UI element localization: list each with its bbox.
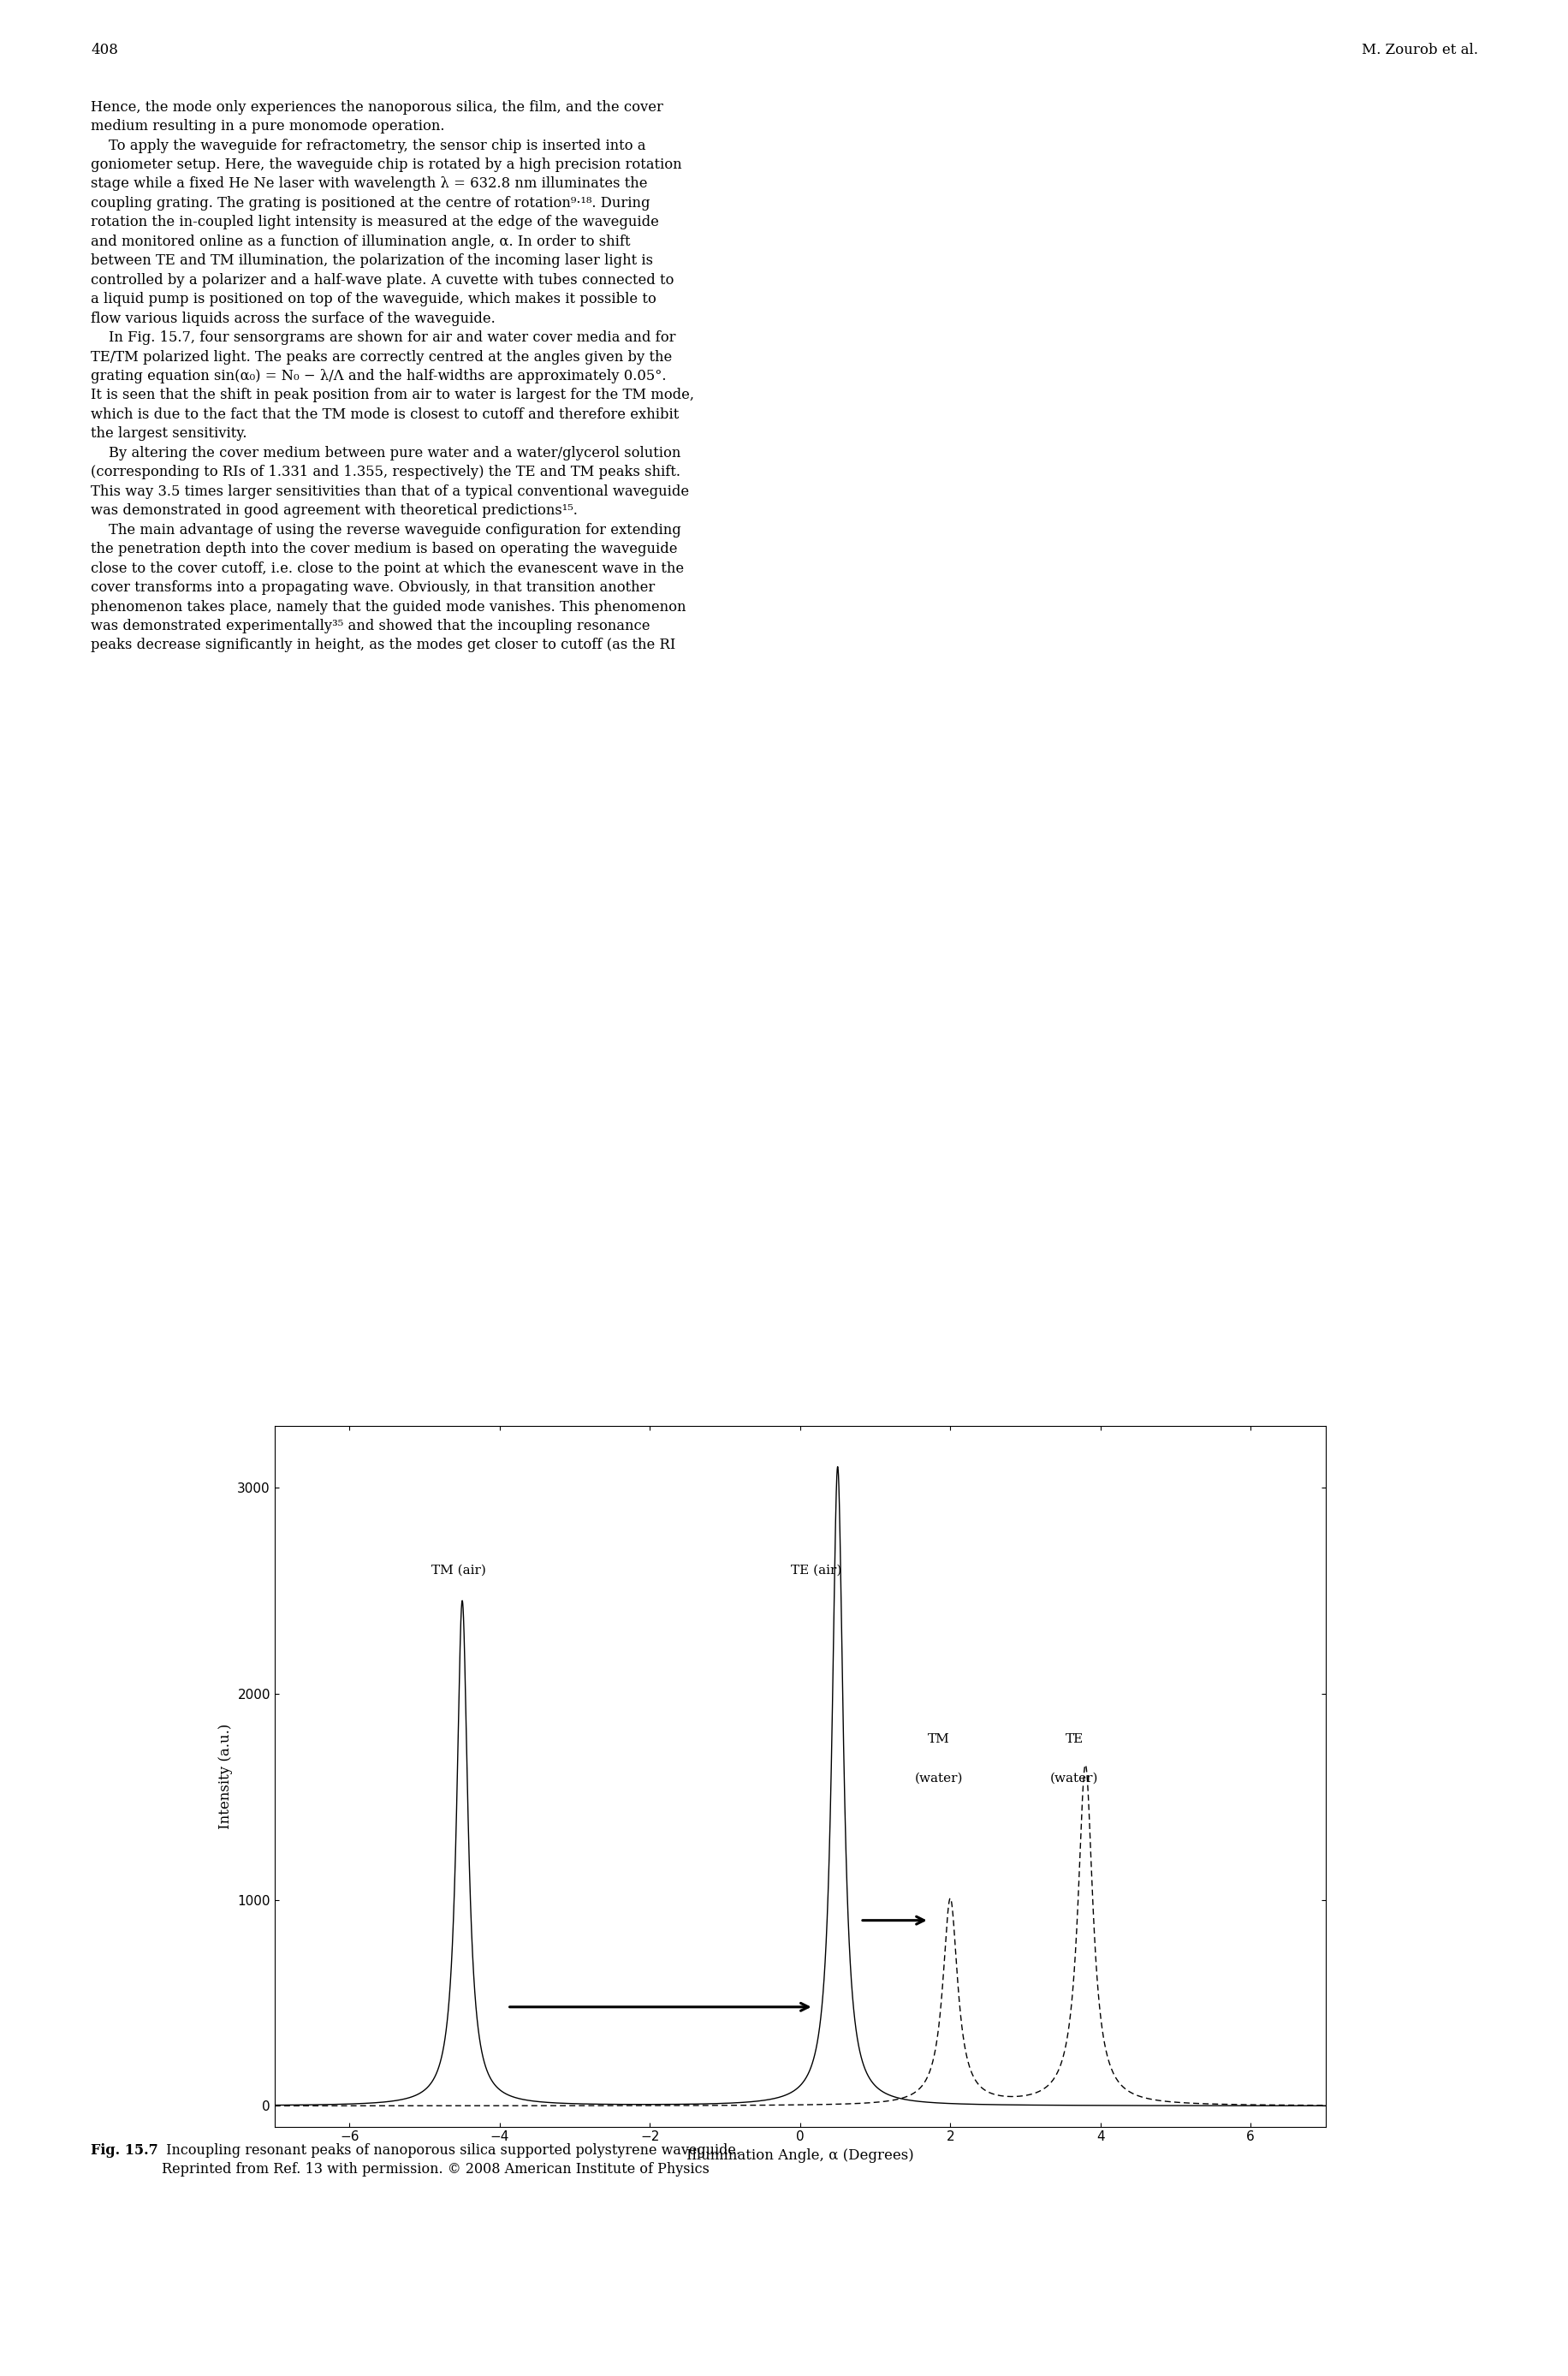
Text: Incoupling resonant peaks of nanoporous silica supported polystyrene waveguide.
: Incoupling resonant peaks of nanoporous …: [162, 2143, 740, 2176]
Text: Fig. 15.7: Fig. 15.7: [91, 2143, 158, 2157]
Text: (water): (water): [1049, 1772, 1098, 1784]
Text: Hence, the mode only experiences the nanoporous silica, the film, and the cover
: Hence, the mode only experiences the nan…: [91, 100, 695, 653]
Text: TE (air): TE (air): [790, 1563, 842, 1575]
Text: M. Zourob et al.: M. Zourob et al.: [1361, 43, 1477, 57]
Text: 408: 408: [91, 43, 118, 57]
Text: TM: TM: [928, 1732, 950, 1744]
Text: TM (air): TM (air): [431, 1563, 486, 1575]
Text: (water): (water): [914, 1772, 963, 1784]
Text: TE: TE: [1065, 1732, 1082, 1744]
X-axis label: Illumination Angle, α (Degrees): Illumination Angle, α (Degrees): [687, 2148, 913, 2162]
Y-axis label: Intensity (a.u.): Intensity (a.u.): [218, 1723, 232, 1830]
